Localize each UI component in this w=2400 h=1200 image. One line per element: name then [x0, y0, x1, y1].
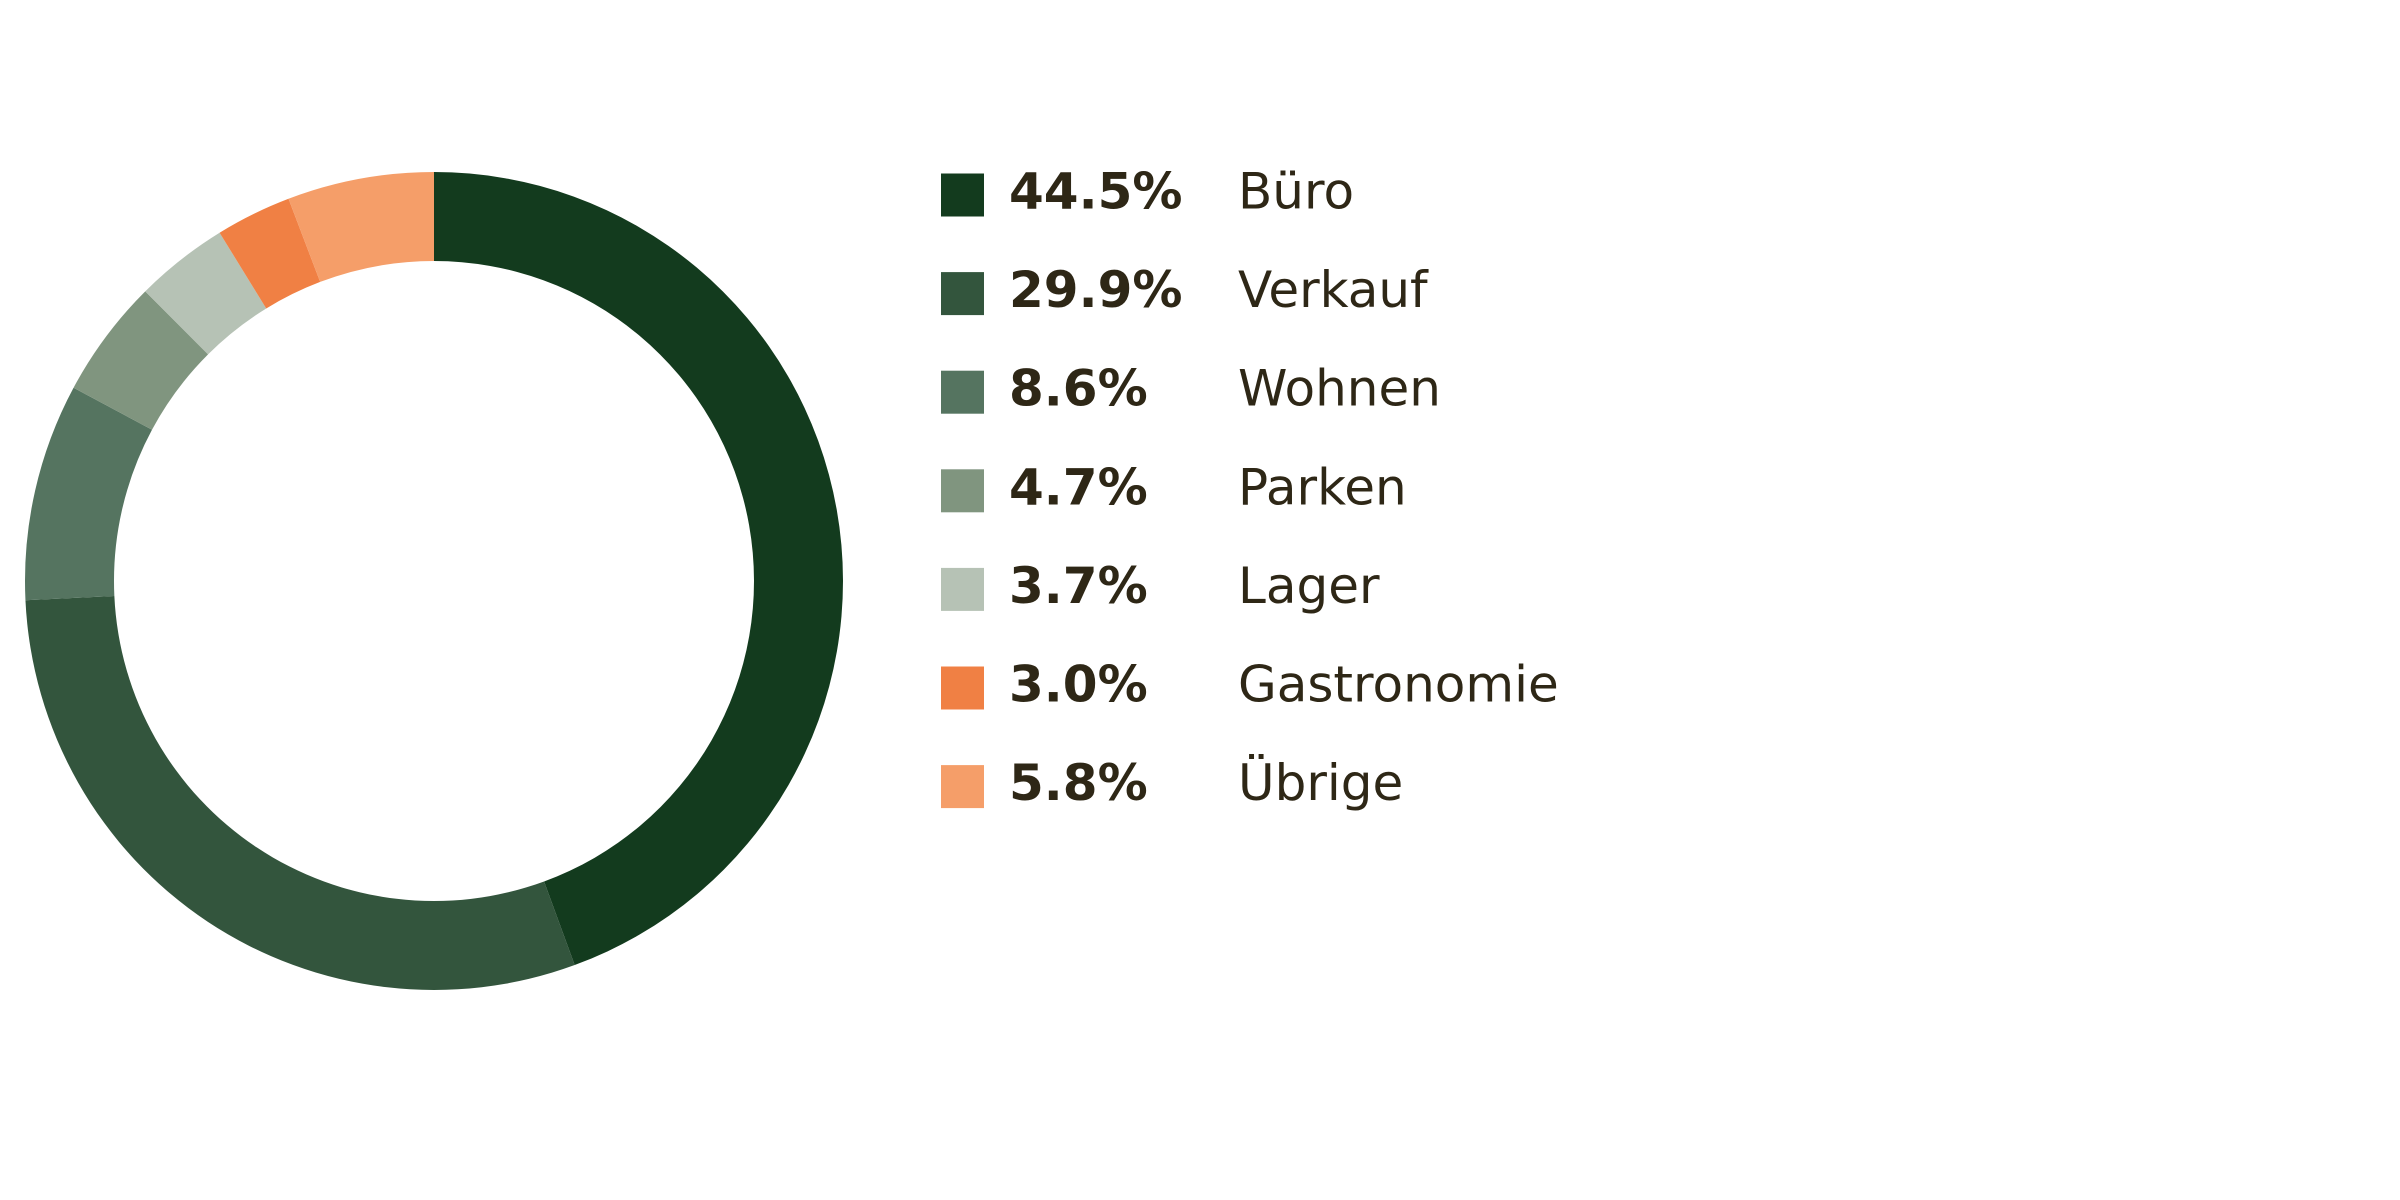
donut-segment — [219, 198, 321, 309]
donut-segment — [288, 172, 434, 282]
donut-segment — [24, 387, 152, 601]
legend-swatch — [941, 469, 984, 513]
legend-swatch — [941, 765, 984, 809]
legend-value: 29.9% — [1009, 261, 1182, 319]
legend-label: Verkauf — [1238, 261, 1429, 319]
legend-swatch — [941, 173, 984, 217]
legend-label: Lager — [1238, 557, 1380, 615]
donut-segment — [434, 172, 844, 966]
donut-segment — [73, 291, 209, 430]
legend-label: Parken — [1238, 458, 1407, 516]
legend-value: 3.0% — [1009, 656, 1148, 714]
legend-value: 3.7% — [1009, 557, 1148, 615]
donut-segment — [25, 596, 575, 991]
legend-value: 44.5% — [1009, 163, 1182, 221]
legend-value: 8.6% — [1009, 360, 1148, 418]
legend-value: 4.7% — [1009, 458, 1148, 516]
legend-label: Büro — [1238, 163, 1354, 221]
legend-swatch — [941, 272, 984, 316]
legend-label: Übrige — [1238, 754, 1403, 812]
legend-swatch — [941, 370, 984, 414]
legend-value: 5.8% — [1009, 754, 1148, 812]
legend-swatch — [941, 567, 984, 611]
legend-label: Wohnen — [1238, 360, 1441, 418]
donut-segment — [145, 232, 267, 355]
legend-swatch — [941, 666, 984, 710]
legend-label: Gastronomie — [1238, 656, 1559, 714]
